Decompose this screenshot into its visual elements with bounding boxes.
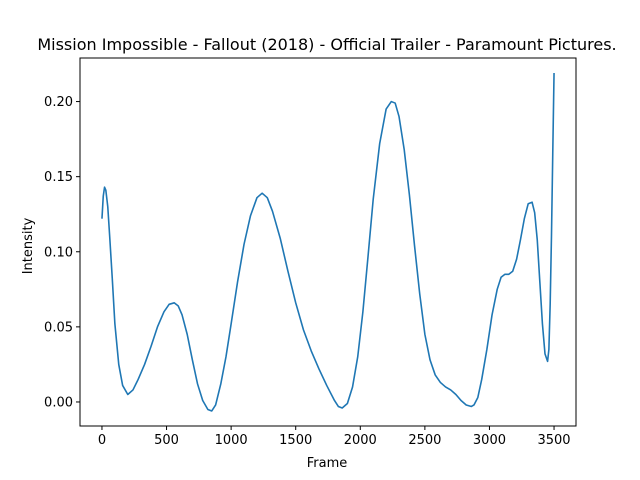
y-tick-label: 0.15 — [44, 170, 73, 185]
y-tick-label: 0.20 — [44, 95, 73, 110]
axes-frame — [79, 57, 577, 427]
series-line-0 — [101, 73, 555, 412]
x-tick-label: 1500 — [279, 433, 312, 448]
y-tick-label: 0.05 — [44, 320, 73, 335]
x-tick-label: 2000 — [344, 433, 377, 448]
x-tick-label: 3500 — [537, 433, 570, 448]
y-axis-label: Intensity — [21, 217, 36, 274]
x-tick-label: 3000 — [473, 433, 506, 448]
chart-title: Mission Impossible - Fallout (2018) - Of… — [37, 35, 616, 54]
y-tick-label: 0.10 — [44, 245, 73, 260]
x-tick-label: 2500 — [408, 433, 441, 448]
x-tick-label: 1000 — [215, 433, 248, 448]
y-axis: 0.00 0.05 0.10 0.15 0.20 — [44, 95, 80, 410]
x-tick-label: 500 — [154, 433, 179, 448]
x-axis: 0 500 1000 1500 2000 2500 3000 3500 — [98, 426, 571, 448]
x-tick-label: 0 — [98, 433, 106, 448]
x-axis-label: Frame — [307, 456, 348, 471]
plot-area — [101, 73, 555, 412]
y-tick-label: 0.00 — [44, 395, 73, 410]
